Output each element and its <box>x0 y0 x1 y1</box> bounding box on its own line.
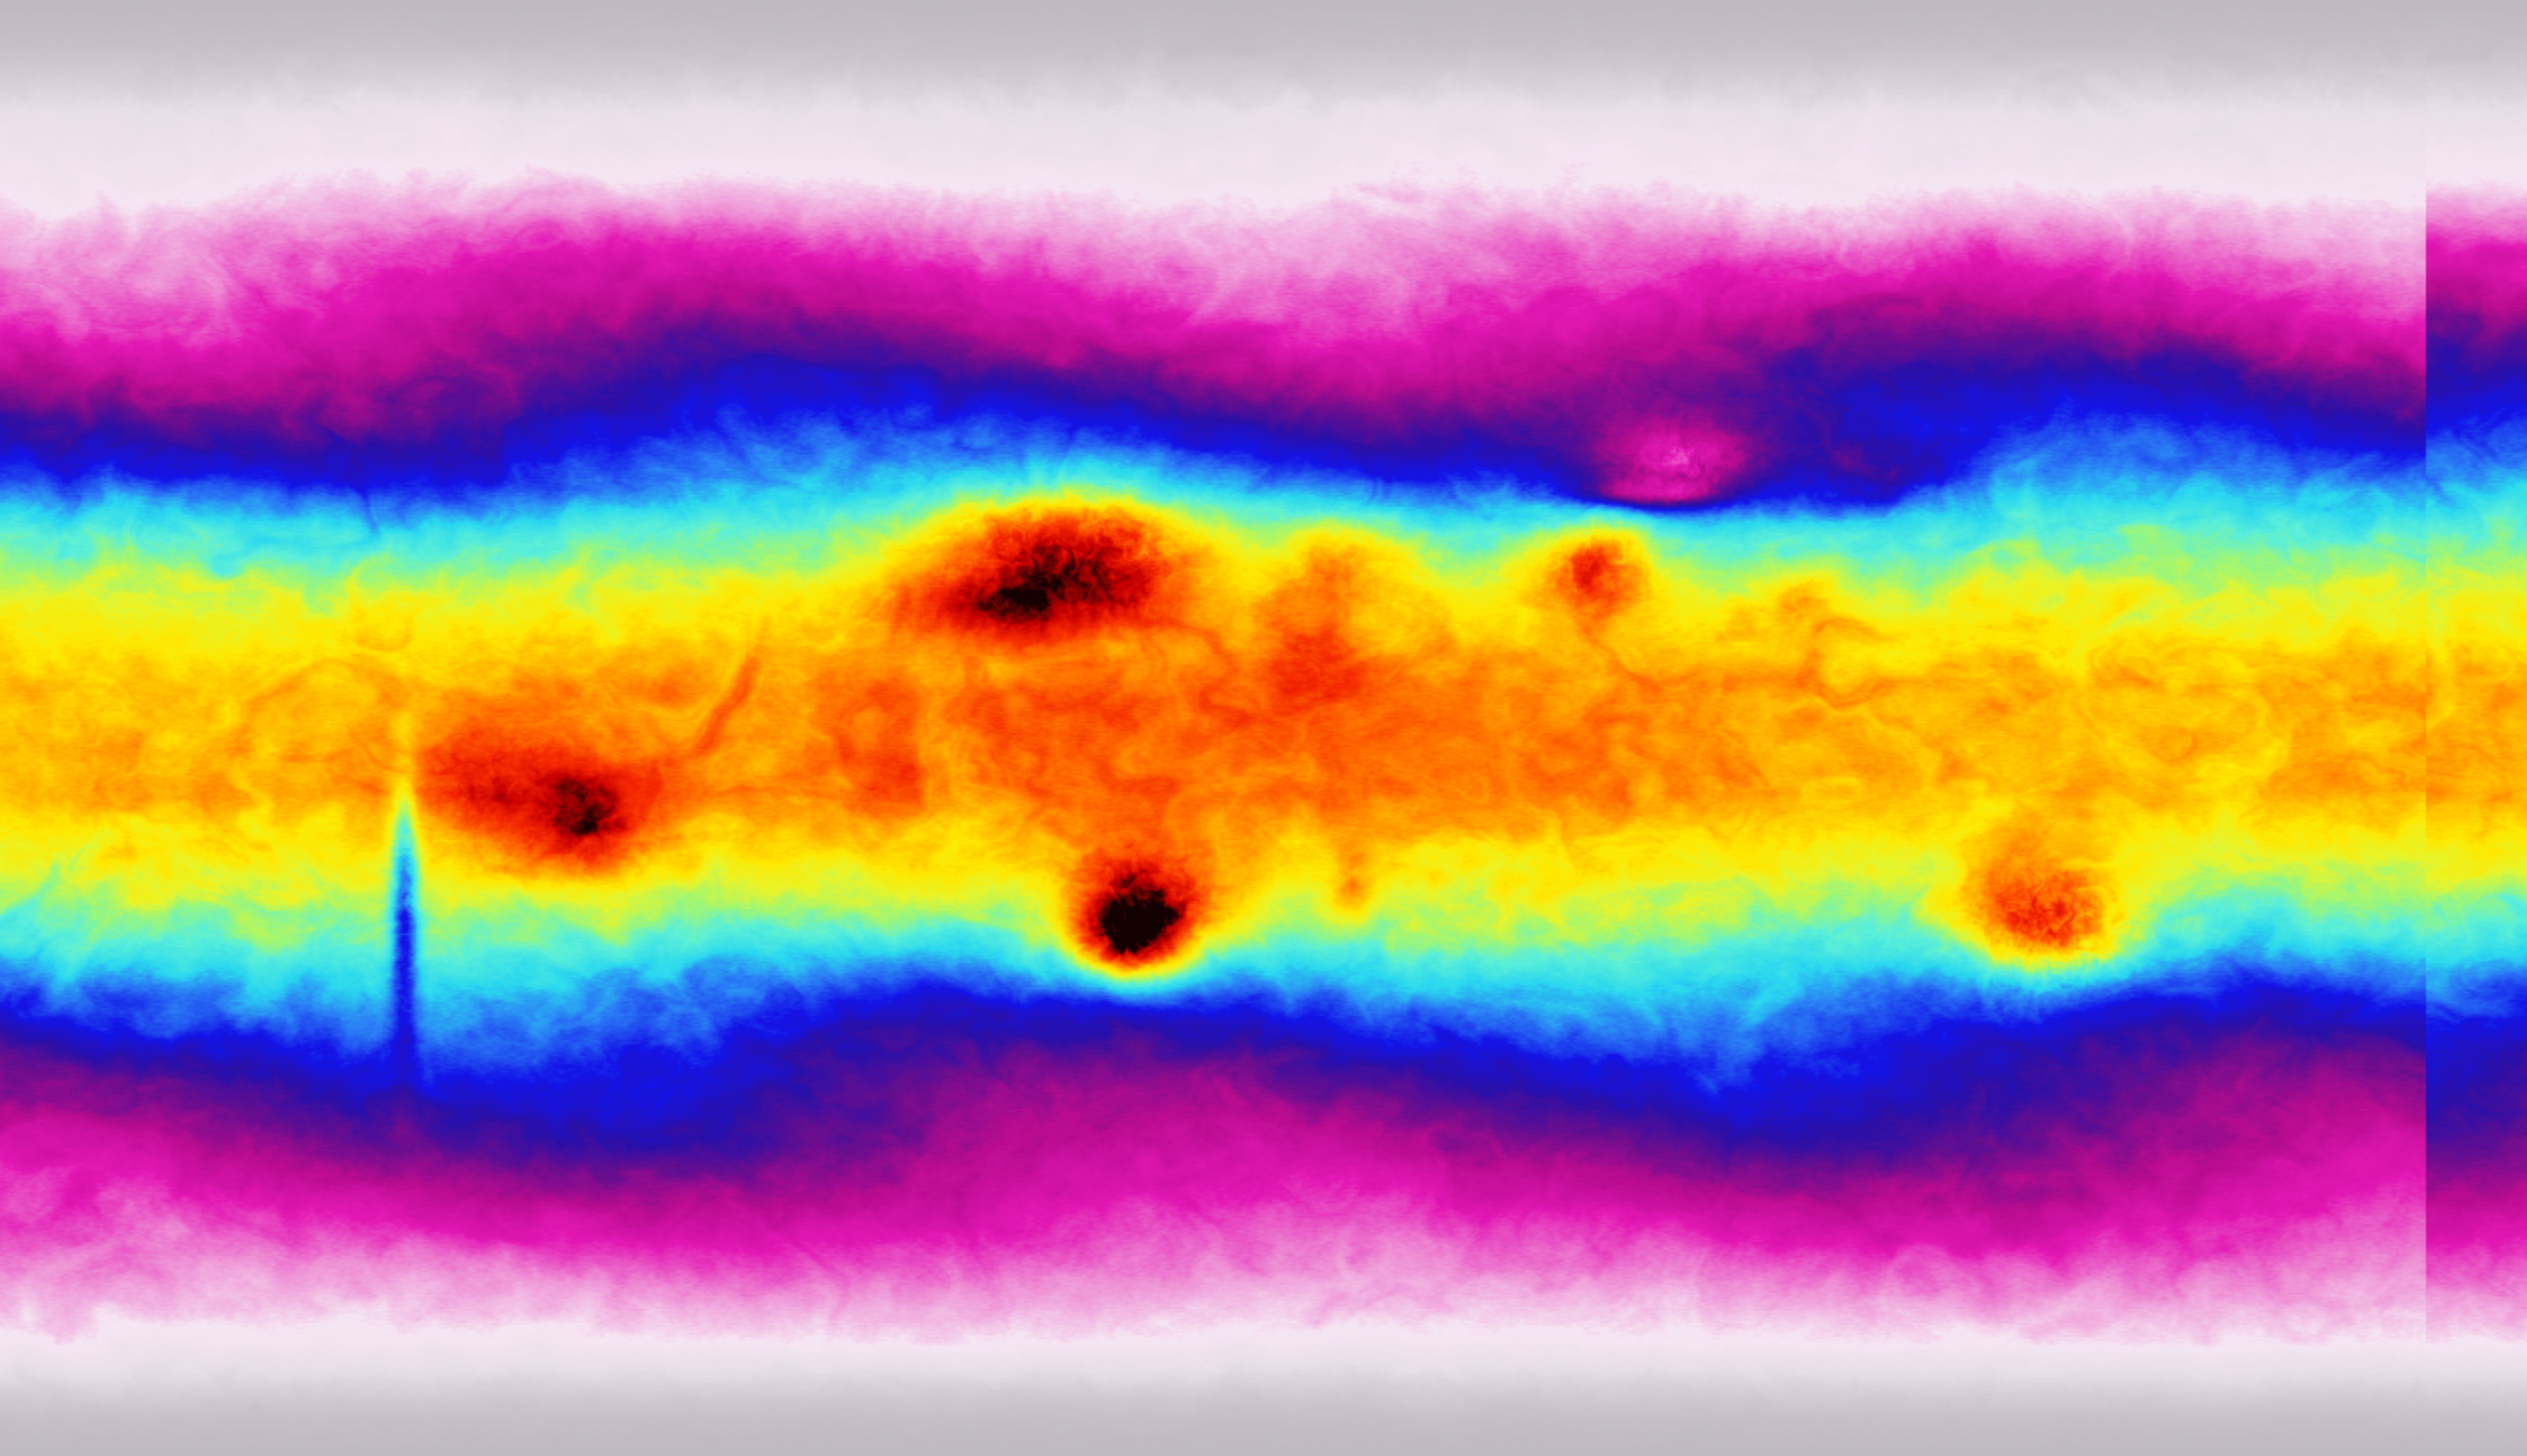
temperature-map-figure <box>0 0 2527 1456</box>
global-temperature-heatmap <box>0 0 2527 1456</box>
